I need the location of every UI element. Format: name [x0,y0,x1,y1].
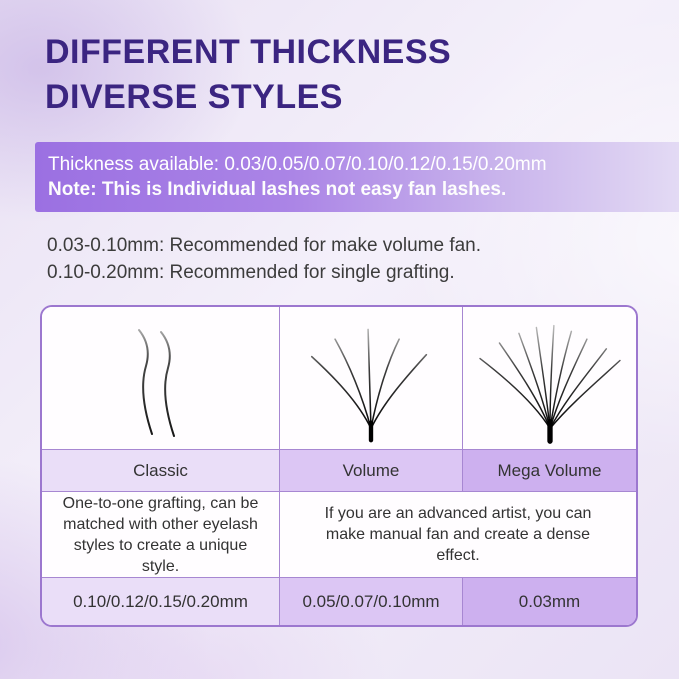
classic-illustration-cell [42,307,280,450]
recommendation-line2: 0.10-0.20mm: Recommended for single graf… [47,262,455,283]
style-label-volume: Volume [280,450,463,492]
volume-lash-icon [286,310,456,446]
page-title-line2: DIVERSE STYLES [45,78,343,116]
thickness-mega-volume: 0.03mm [463,578,636,625]
classic-description: One-to-one grafting, can be matched with… [42,492,280,578]
page-title-line1: DIFFERENT THICKNESS [45,33,452,71]
recommendation-text: 0.03-0.10mm: Recommended for make volume… [47,232,481,286]
volume-illustration-cell [280,307,463,450]
thickness-available-text: Thickness available: 0.03/0.05/0.07/0.10… [48,153,547,175]
mega-volume-illustration-cell [463,307,636,450]
banner-note-text: Note: This is Individual lashes not easy… [48,178,507,200]
thickness-volume: 0.05/0.07/0.10mm [280,578,463,625]
volume-mega-description: If you are an advanced artist, you can m… [280,492,636,578]
recommendation-line1: 0.03-0.10mm: Recommended for make volume… [47,235,482,256]
thickness-banner: Thickness available: 0.03/0.05/0.07/0.10… [35,142,679,212]
classic-lash-icon [86,314,236,442]
style-label-mega-volume: Mega Volume [463,450,636,492]
mega-volume-lash-icon [460,310,637,446]
lash-styles-table: Classic Volume Mega Volume One-to-one gr… [40,305,638,627]
thickness-classic: 0.10/0.12/0.15/0.20mm [42,578,280,625]
style-label-classic: Classic [42,450,280,492]
page-title: DIFFERENT THICKNESS DIVERSE STYLES [45,30,451,120]
